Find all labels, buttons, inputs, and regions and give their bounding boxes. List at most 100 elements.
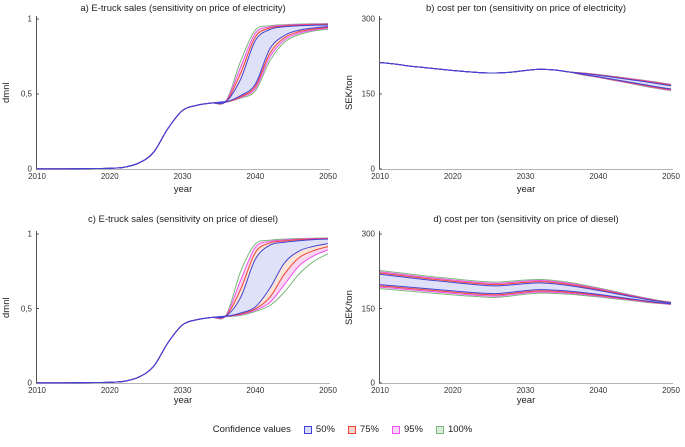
y-tick-label: 300 [361, 229, 375, 239]
x-tick-label: 2010 [371, 386, 389, 395]
confidence-band-fill [37, 23, 328, 169]
x-tick-label: 2040 [246, 386, 265, 395]
legend-item: 95% [391, 424, 423, 435]
y-tick-label: 300 [361, 14, 375, 24]
legend-swatch-icon [391, 425, 400, 434]
legend-swatch-icon [435, 425, 444, 434]
legend-item-label: 75% [359, 424, 379, 435]
chart-panel-c: c) E-truck sales (sensitivity on price o… [0, 211, 342, 422]
x-tick-label: 2040 [246, 172, 265, 181]
y-tick-label: 0,5 [20, 89, 32, 99]
chart-panel-d: d) cost per ton (sensitivity on price of… [343, 211, 685, 422]
x-axis-label: year [516, 184, 536, 195]
history-line [37, 315, 227, 384]
legend-items: 50% 75% 95% 100% [303, 424, 473, 435]
chart-panel-a: a) E-truck sales (sensitivity on price o… [0, 0, 342, 211]
confidence-band-fill [37, 24, 328, 169]
x-tick-label: 2050 [662, 172, 680, 181]
x-tick-label: 2020 [443, 386, 462, 395]
x-tick-label: 2010 [28, 172, 46, 181]
x-tick-label: 2040 [589, 172, 608, 181]
y-axis-label: dmnl [1, 82, 12, 104]
legend-item-label: 50% [315, 424, 335, 435]
confidence-band-lower-line [379, 62, 672, 90]
y-tick-label: 1 [27, 14, 32, 24]
confidence-band-upper-line [379, 270, 672, 303]
confidence-band-upper-line [37, 23, 329, 170]
history-line [379, 62, 570, 74]
confidence-band-lower-line [379, 285, 672, 305]
y-axis-label: dmnl [1, 297, 12, 318]
x-tick-label: 2050 [319, 172, 337, 181]
confidence-band-fill [37, 239, 328, 383]
legend-item-label: 95% [403, 424, 423, 435]
confidence-band-fill [380, 274, 671, 304]
legend-swatch-icon [303, 425, 312, 434]
legend-swatch-icon [347, 425, 356, 434]
confidence-band-lower-line [37, 27, 329, 170]
plot-region: 2010 2020 2030 2040 2050 0 150 300 [362, 15, 680, 182]
y-tick-label: 0 [370, 378, 375, 388]
panel-title: a) E-truck sales (sensitivity on price o… [80, 3, 286, 14]
confidence-band-upper-line [379, 273, 672, 304]
x-tick-label: 2030 [173, 386, 192, 395]
x-tick-label: 2020 [100, 172, 119, 181]
confidence-band-fill [37, 25, 328, 169]
confidence-band-upper-line [379, 272, 672, 304]
confidence-band-upper-line [37, 24, 329, 170]
confidence-band-fill [380, 62, 671, 91]
confidence-band-upper-line [37, 23, 329, 170]
plot-region: 2010 2020 2030 2040 2050 0 0,5 1 [21, 230, 337, 396]
plot-area [379, 16, 673, 170]
confidence-band-fill [380, 62, 671, 91]
x-tick-label: 2040 [589, 386, 608, 395]
confidence-band-lower-line [379, 62, 672, 91]
y-tick-label: 0 [370, 164, 375, 174]
confidence-band-fill [380, 62, 671, 90]
confidence-band-lower-line [379, 62, 672, 91]
x-tick-label: 2030 [516, 386, 535, 395]
panel-title: c) E-truck sales (sensitivity on price o… [87, 214, 279, 225]
y-tick-label: 1 [27, 229, 32, 239]
legend-title: Confidence values [212, 424, 291, 435]
x-tick-label: 2030 [516, 172, 535, 181]
confidence-band-lower-line [37, 26, 329, 170]
x-tick-label: 2030 [173, 172, 192, 181]
x-tick-label: 2050 [319, 386, 337, 395]
x-tick-label: 2020 [443, 172, 462, 181]
y-tick-label: 0 [27, 378, 32, 388]
panel-title: b) cost per ton (sensitivity on price of… [425, 3, 627, 14]
x-tick-label: 2010 [371, 172, 389, 181]
legend-item: 100% [435, 424, 473, 435]
legend-item: 75% [347, 424, 379, 435]
x-tick-label: 2020 [100, 386, 119, 395]
legend-item-label: 100% [447, 424, 473, 435]
confidence-band-fill [380, 62, 671, 89]
x-axis-label: year [173, 395, 193, 406]
legend-item: 50% [303, 424, 335, 435]
plot-area [36, 16, 330, 170]
confidence-band-lower-line [37, 28, 329, 170]
y-tick-label: 0 [27, 164, 32, 174]
y-axis-label: SEK/ton [344, 290, 355, 325]
y-tick-label: 150 [361, 304, 375, 313]
confidence-band-lower-line [379, 288, 672, 305]
confidence-band-lower-line [37, 26, 329, 170]
history-line [37, 101, 227, 170]
confidence-band-fill [37, 23, 328, 169]
legend: Confidence values 50% 75% 95% 100% [0, 424, 685, 435]
confidence-band-lower-line [379, 284, 672, 305]
plot-area [36, 231, 330, 384]
x-axis-label: year [173, 184, 193, 195]
panel-title: d) cost per ton (sensitivity on price of… [433, 214, 619, 225]
confidence-band-upper-line [379, 271, 672, 303]
y-tick-label: 0,5 [20, 304, 32, 313]
plot-region: 2010 2020 2030 2040 2050 0 150 300 [362, 230, 680, 396]
x-tick-label: 2010 [28, 386, 46, 395]
plot-region: 2010 2020 2030 2040 2050 0 0,5 1 [21, 15, 337, 182]
y-axis-label: SEK/ton [344, 75, 355, 111]
y-tick-label: 150 [361, 89, 375, 99]
chart-panel-b: b) cost per ton (sensitivity on price of… [343, 0, 685, 211]
plot-area [379, 231, 673, 384]
